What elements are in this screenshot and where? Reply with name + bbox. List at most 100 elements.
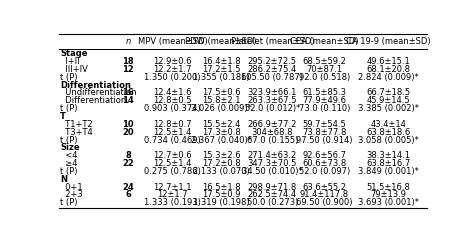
Text: 50.0 (0.273): 50.0 (0.273)	[246, 198, 298, 207]
Text: 69.50 (0.900): 69.50 (0.900)	[296, 198, 353, 207]
Text: 52.0 (0.097): 52.0 (0.097)	[299, 167, 350, 176]
Text: 262.5±74.4: 262.5±74.4	[248, 191, 297, 200]
Text: n: n	[126, 37, 131, 46]
Text: t (P): t (P)	[60, 73, 77, 82]
Text: 79±13.9: 79±13.9	[370, 191, 406, 200]
Text: 2+3: 2+3	[60, 191, 83, 200]
Text: 1.350 (0.200): 1.350 (0.200)	[144, 73, 201, 82]
Text: 14: 14	[122, 96, 134, 105]
Text: Stage: Stage	[60, 49, 88, 58]
Text: 16.5±1.8: 16.5±1.8	[202, 183, 240, 192]
Text: t (P): t (P)	[60, 167, 77, 176]
Text: 17.5±0.9: 17.5±0.9	[202, 191, 240, 200]
Text: PDW (mean±SD): PDW (mean±SD)	[185, 37, 257, 46]
Text: 73.0 (0.110): 73.0 (0.110)	[299, 104, 350, 113]
Text: 24: 24	[122, 183, 134, 192]
Text: 1.333 (0.193): 1.333 (0.193)	[144, 198, 201, 207]
Text: 12.9±0.6: 12.9±0.6	[153, 57, 191, 66]
Text: 92.0 (0.518): 92.0 (0.518)	[299, 73, 350, 82]
Text: t (P): t (P)	[60, 104, 77, 113]
Text: 60.6±73.8: 60.6±73.8	[302, 159, 346, 168]
Text: 34.50 (0.010)*: 34.50 (0.010)*	[242, 167, 303, 176]
Text: 15.5±2.4: 15.5±2.4	[202, 120, 240, 129]
Text: Differentiation: Differentiation	[60, 81, 131, 90]
Text: 3.026 (0.009)*: 3.026 (0.009)*	[191, 104, 252, 113]
Text: CEA (mean±SD): CEA (mean±SD)	[290, 37, 359, 46]
Text: 38.3±14.1: 38.3±14.1	[366, 151, 410, 160]
Text: 63.8±16.7: 63.8±16.7	[366, 159, 410, 168]
Text: T1+T2: T1+T2	[60, 120, 92, 129]
Text: 286.2±75.4: 286.2±75.4	[248, 65, 297, 74]
Text: 2.367 (0.040)*: 2.367 (0.040)*	[191, 136, 252, 145]
Text: 15.3±2.6: 15.3±2.6	[202, 151, 240, 160]
Text: 49.6±15.1: 49.6±15.1	[366, 57, 410, 66]
Text: 77.9±49.6: 77.9±49.6	[302, 96, 346, 105]
Text: 0.734 (0.469): 0.734 (0.469)	[144, 136, 201, 145]
Text: 67.0 (0.155): 67.0 (0.155)	[246, 136, 298, 145]
Text: 2.133 (0.070): 2.133 (0.070)	[193, 167, 249, 176]
Text: t (P): t (P)	[60, 198, 77, 207]
Text: 3.058 (0.005)*: 3.058 (0.005)*	[358, 136, 419, 145]
Text: 8: 8	[125, 151, 131, 160]
Text: 22: 22	[122, 159, 134, 168]
Text: 12±1.7: 12±1.7	[157, 191, 188, 200]
Text: I+II: I+II	[60, 57, 80, 66]
Text: 17.3±0.8: 17.3±0.8	[202, 128, 240, 137]
Text: Undifferentiation: Undifferentiation	[60, 88, 137, 97]
Text: 1.355 (0.186): 1.355 (0.186)	[193, 73, 249, 82]
Text: 97.50 (0.914): 97.50 (0.914)	[296, 136, 353, 145]
Text: 304±68.8: 304±68.8	[252, 128, 293, 137]
Text: Size: Size	[60, 143, 80, 152]
Text: 12.4±1.6: 12.4±1.6	[153, 88, 191, 97]
Text: 3.385 (0.002)*: 3.385 (0.002)*	[358, 104, 419, 113]
Text: 12: 12	[122, 65, 134, 74]
Text: t (P): t (P)	[60, 136, 77, 145]
Text: CA 19-9 (mean±SD): CA 19-9 (mean±SD)	[346, 37, 431, 46]
Text: 12.5±1.4: 12.5±1.4	[153, 128, 191, 137]
Text: 323.9±66.1: 323.9±66.1	[247, 88, 297, 97]
Text: 2.824 (0.009)*: 2.824 (0.009)*	[358, 73, 419, 82]
Text: 12.7±0.6: 12.7±0.6	[153, 151, 191, 160]
Text: 12.8±0.7: 12.8±0.7	[153, 120, 191, 129]
Text: 68.5±59.2: 68.5±59.2	[302, 57, 346, 66]
Text: 20: 20	[122, 128, 134, 137]
Text: 17.2±1.5: 17.2±1.5	[202, 65, 240, 74]
Text: Differentiation: Differentiation	[60, 96, 126, 105]
Text: 45.9±14.5: 45.9±14.5	[366, 96, 410, 105]
Text: 298.9±71.8: 298.9±71.8	[248, 183, 297, 192]
Text: 0.275 (0.786): 0.275 (0.786)	[144, 167, 201, 176]
Text: 12.2±1.7: 12.2±1.7	[153, 65, 191, 74]
Text: 347.3±70.5: 347.3±70.5	[247, 159, 297, 168]
Text: 73.8±77.8: 73.8±77.8	[302, 128, 346, 137]
Text: 12.8±0.5: 12.8±0.5	[153, 96, 191, 105]
Text: 66.7±18.5: 66.7±18.5	[366, 88, 410, 97]
Text: T: T	[60, 112, 66, 121]
Text: MPV (mean±SD): MPV (mean±SD)	[137, 37, 207, 46]
Text: 1.319 (0.198): 1.319 (0.198)	[193, 198, 249, 207]
Text: 17.5±0.6: 17.5±0.6	[202, 88, 240, 97]
Text: 63.6±55.2: 63.6±55.2	[302, 183, 346, 192]
Text: 92.6±56.7: 92.6±56.7	[302, 151, 346, 160]
Text: 52.0 (0.012)*: 52.0 (0.012)*	[245, 104, 300, 113]
Text: 0.903 (0.374): 0.903 (0.374)	[144, 104, 201, 113]
Text: 6: 6	[125, 191, 131, 200]
Text: 105.50 (0.787): 105.50 (0.787)	[241, 73, 303, 82]
Text: 61.5±85.3: 61.5±85.3	[302, 88, 346, 97]
Text: 12.5±1.4: 12.5±1.4	[153, 159, 191, 168]
Text: III+IV: III+IV	[60, 65, 88, 74]
Text: 3.693 (0.001)*: 3.693 (0.001)*	[358, 198, 419, 207]
Text: 16.4±1.8: 16.4±1.8	[202, 57, 240, 66]
Text: T3+T4: T3+T4	[60, 128, 93, 137]
Text: 59.7±54.5: 59.7±54.5	[302, 120, 346, 129]
Text: 12.7±1.1: 12.7±1.1	[153, 183, 191, 192]
Text: 70±87.1: 70±87.1	[306, 65, 343, 74]
Text: 63.8±18.6: 63.8±18.6	[366, 128, 410, 137]
Text: Platelet (mean±SD): Platelet (mean±SD)	[230, 37, 314, 46]
Text: 10: 10	[122, 120, 134, 129]
Text: 51.5±16.8: 51.5±16.8	[366, 183, 410, 192]
Text: 17.2±0.8: 17.2±0.8	[202, 159, 240, 168]
Text: 266.9±77.2: 266.9±77.2	[247, 120, 297, 129]
Text: 263.3±67.5: 263.3±67.5	[247, 96, 297, 105]
Text: 18: 18	[122, 57, 134, 66]
Text: 295.2±72.5: 295.2±72.5	[248, 57, 297, 66]
